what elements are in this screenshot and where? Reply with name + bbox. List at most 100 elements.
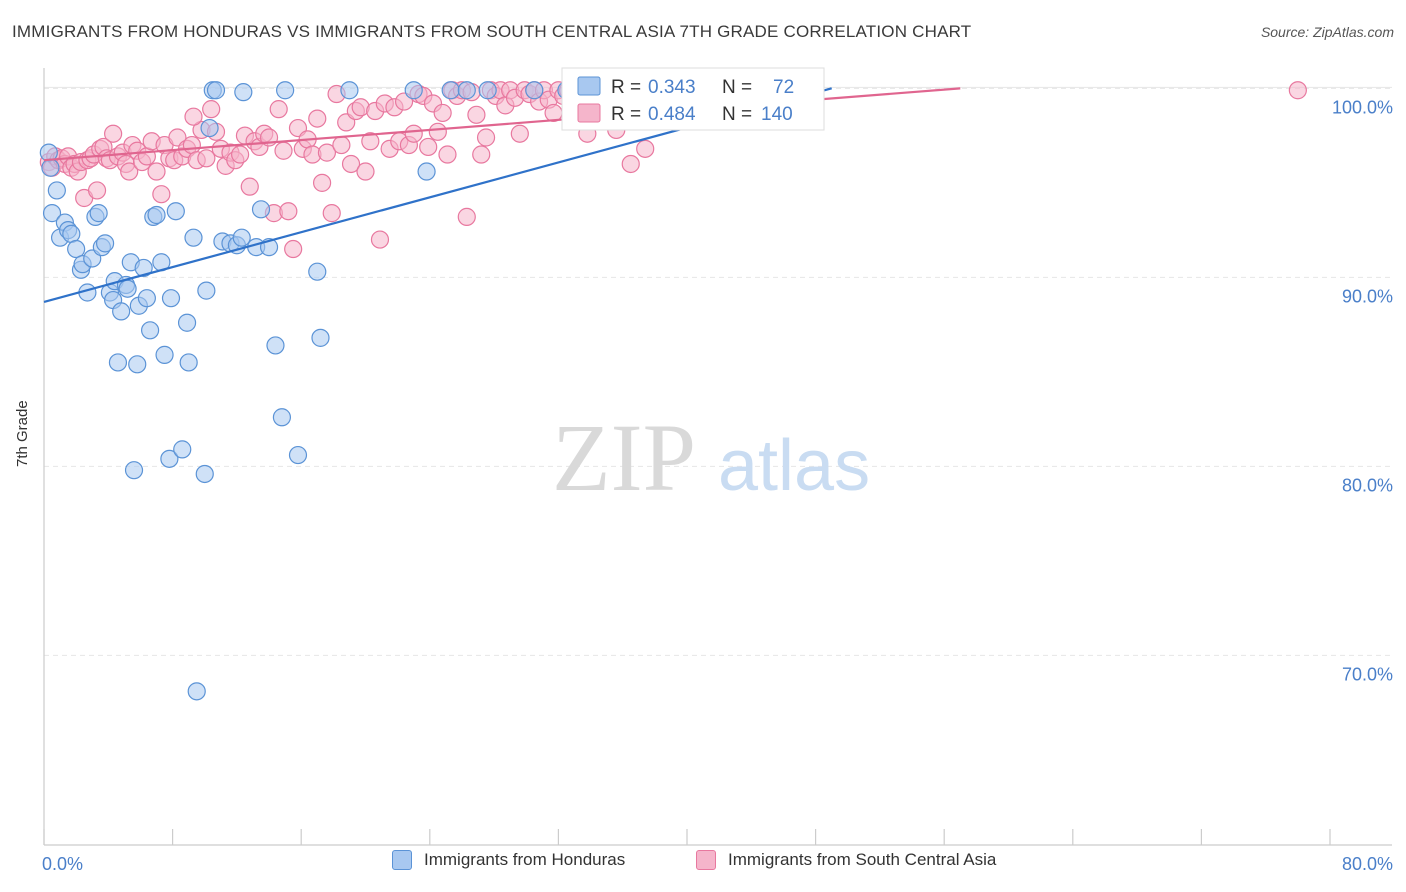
chart-title: IMMIGRANTS FROM HONDURAS VS IMMIGRANTS F… bbox=[12, 22, 972, 41]
blue-data-point bbox=[95, 234, 115, 253]
blue-data-point bbox=[177, 313, 197, 332]
blue-data-point bbox=[179, 353, 198, 372]
pink-data-point bbox=[370, 230, 390, 249]
x-tick-label-min: 0.0% bbox=[42, 854, 83, 874]
pink-data-point bbox=[361, 132, 380, 151]
pink-data-point bbox=[476, 128, 496, 147]
pink-data-point bbox=[147, 162, 166, 181]
blue-data-point bbox=[160, 449, 179, 468]
pink-data-point bbox=[274, 141, 293, 160]
watermark-zip: ZIP bbox=[552, 404, 696, 511]
blue-data-point bbox=[457, 81, 476, 100]
legend-label-honduras: Immigrants from Honduras bbox=[424, 850, 626, 869]
blue-data-point bbox=[166, 202, 185, 221]
stats-r-value-2: 0.484 bbox=[648, 104, 696, 125]
pink-data-point bbox=[322, 204, 341, 223]
pink-data-point bbox=[332, 135, 351, 155]
pink-data-point bbox=[457, 207, 476, 226]
blue-data-point bbox=[184, 228, 203, 247]
blue-data-point bbox=[89, 204, 108, 223]
blue-data-point bbox=[173, 440, 192, 459]
pink-data-point bbox=[279, 202, 298, 221]
blue-data-point bbox=[47, 181, 66, 200]
tick-labels: 100.0% 90.0% 80.0% 70.0% 0.0% 80.0% bbox=[42, 97, 1393, 874]
blue-data-point bbox=[187, 682, 206, 701]
blue-data-point bbox=[478, 81, 497, 100]
pink-data-point bbox=[182, 135, 201, 155]
stats-n-label-1: N = bbox=[722, 77, 752, 98]
stats-swatch-pink bbox=[577, 103, 601, 123]
pink-data-point bbox=[433, 103, 452, 123]
watermark-atlas: atlas bbox=[718, 426, 870, 506]
y-axis-label: 7th Grade bbox=[14, 400, 31, 467]
blue-data-point bbox=[272, 408, 292, 427]
pink-data-point bbox=[240, 177, 259, 196]
blue-data-point bbox=[197, 281, 216, 300]
blue-data-point bbox=[417, 162, 436, 181]
legend-item-south-central-asia: Immigrants from South Central Asia bbox=[696, 850, 996, 870]
blue-data-point bbox=[234, 83, 253, 102]
blue-data-point bbox=[251, 200, 271, 219]
blue-data-point bbox=[67, 239, 86, 259]
pink-data-point bbox=[317, 143, 337, 162]
pink-data-point bbox=[197, 149, 216, 168]
legend: Immigrants from Honduras Immigrants from… bbox=[0, 850, 1406, 878]
legend-label-south-central-asia: Immigrants from South Central Asia bbox=[728, 850, 997, 869]
pink-data-point bbox=[202, 100, 221, 119]
stats-swatch-blue bbox=[577, 76, 601, 96]
grid-lines bbox=[44, 86, 1392, 656]
pink-data-point bbox=[269, 100, 288, 119]
blue-data-point bbox=[161, 289, 181, 308]
blue-data-point bbox=[134, 258, 153, 278]
y-tick-label: 70.0% bbox=[1342, 664, 1393, 684]
blue-data-point bbox=[62, 224, 81, 244]
blue-data-point bbox=[206, 81, 226, 100]
pink-data-point bbox=[184, 107, 203, 126]
blue-data-point bbox=[441, 81, 460, 100]
watermark: ZIP atlas bbox=[552, 404, 870, 511]
blue-data-point bbox=[118, 279, 137, 298]
pink-data-point bbox=[510, 124, 529, 143]
axes bbox=[43, 68, 1392, 846]
pink-data-point bbox=[356, 162, 375, 181]
blue-data-point bbox=[276, 81, 295, 100]
pink-data-point bbox=[312, 173, 332, 192]
pink-data-point bbox=[87, 181, 107, 200]
blue-data-point bbox=[140, 321, 160, 340]
pink-data-point bbox=[621, 154, 640, 174]
blue-data-point bbox=[147, 205, 166, 225]
y-tick-label: 100.0% bbox=[1332, 97, 1393, 117]
source-credit: Source: ZipAtlas.com bbox=[1260, 24, 1394, 40]
pink-data-point bbox=[467, 105, 486, 124]
blue-data-point bbox=[200, 118, 219, 138]
pink-data-point bbox=[404, 124, 423, 143]
pink-data-point bbox=[120, 162, 139, 181]
pink-data-point bbox=[308, 109, 327, 128]
blue-data-point bbox=[128, 355, 147, 374]
blue-data-point bbox=[308, 262, 327, 281]
blue-data-point bbox=[232, 228, 251, 247]
pink-data-point bbox=[231, 145, 250, 164]
stats-r-value-1: 0.343 bbox=[648, 77, 696, 98]
pink-data-point bbox=[1288, 81, 1307, 100]
legend-item-honduras: Immigrants from Honduras bbox=[392, 850, 625, 870]
blue-data-point bbox=[42, 204, 62, 223]
pink-data-point bbox=[438, 145, 457, 164]
stats-box: R = 0.343 N = 72 R = 0.484 N = 140 bbox=[561, 67, 825, 131]
pink-data-point bbox=[419, 137, 438, 157]
blue-data-point bbox=[41, 158, 60, 177]
legend-swatch-pink bbox=[696, 850, 716, 870]
blue-data-point bbox=[137, 289, 156, 308]
pink-data-point bbox=[137, 147, 156, 166]
blue-data-point bbox=[266, 336, 285, 355]
pink-data-point bbox=[152, 185, 171, 204]
blue-data-point bbox=[311, 328, 330, 347]
blue-data-point bbox=[404, 81, 423, 100]
pink-data-point bbox=[104, 124, 123, 143]
blue-data-point bbox=[525, 81, 544, 100]
blue-data-point bbox=[340, 81, 359, 100]
blue-data-point bbox=[108, 353, 128, 372]
blue-data-point bbox=[112, 302, 131, 321]
legend-swatch-blue bbox=[392, 850, 412, 870]
blue-data-point bbox=[124, 461, 144, 480]
